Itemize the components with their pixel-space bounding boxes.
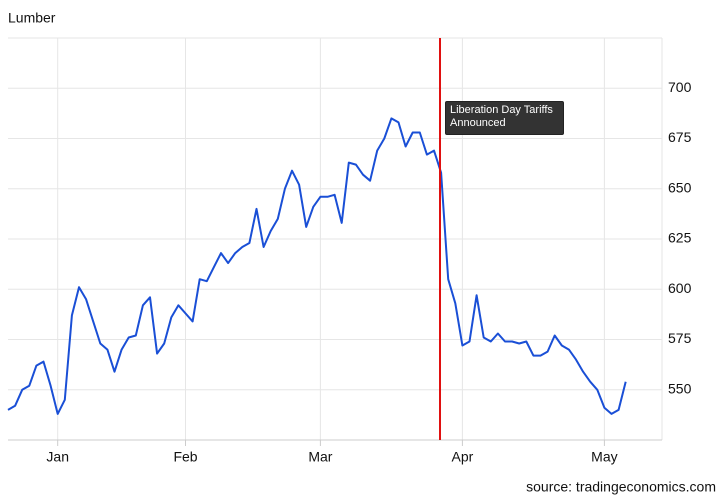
y-tick-label: 650 xyxy=(668,179,692,195)
x-tick-label: May xyxy=(591,449,617,465)
source: source: tradingeconomics.com xyxy=(526,479,716,495)
y-tick-label: 625 xyxy=(668,230,692,246)
annotation-box: Liberation Day Tariffs Announced xyxy=(445,101,564,135)
x-tick-label: Feb xyxy=(173,449,197,465)
chart-title: Lumber xyxy=(8,10,56,26)
y-tick-label: 550 xyxy=(668,380,692,396)
x-tick-label: Apr xyxy=(452,449,474,465)
y-tick-label: 675 xyxy=(668,129,692,145)
x-tick-label: Jan xyxy=(46,449,69,465)
annotation-text: Liberation Day Tariffs Announced xyxy=(445,101,564,135)
x-tick-label: Mar xyxy=(308,449,332,465)
y-tick-label: 575 xyxy=(668,330,692,346)
y-tick-label: 600 xyxy=(668,280,692,296)
line-series xyxy=(7,117,627,415)
y-tick-label: 700 xyxy=(668,79,692,95)
